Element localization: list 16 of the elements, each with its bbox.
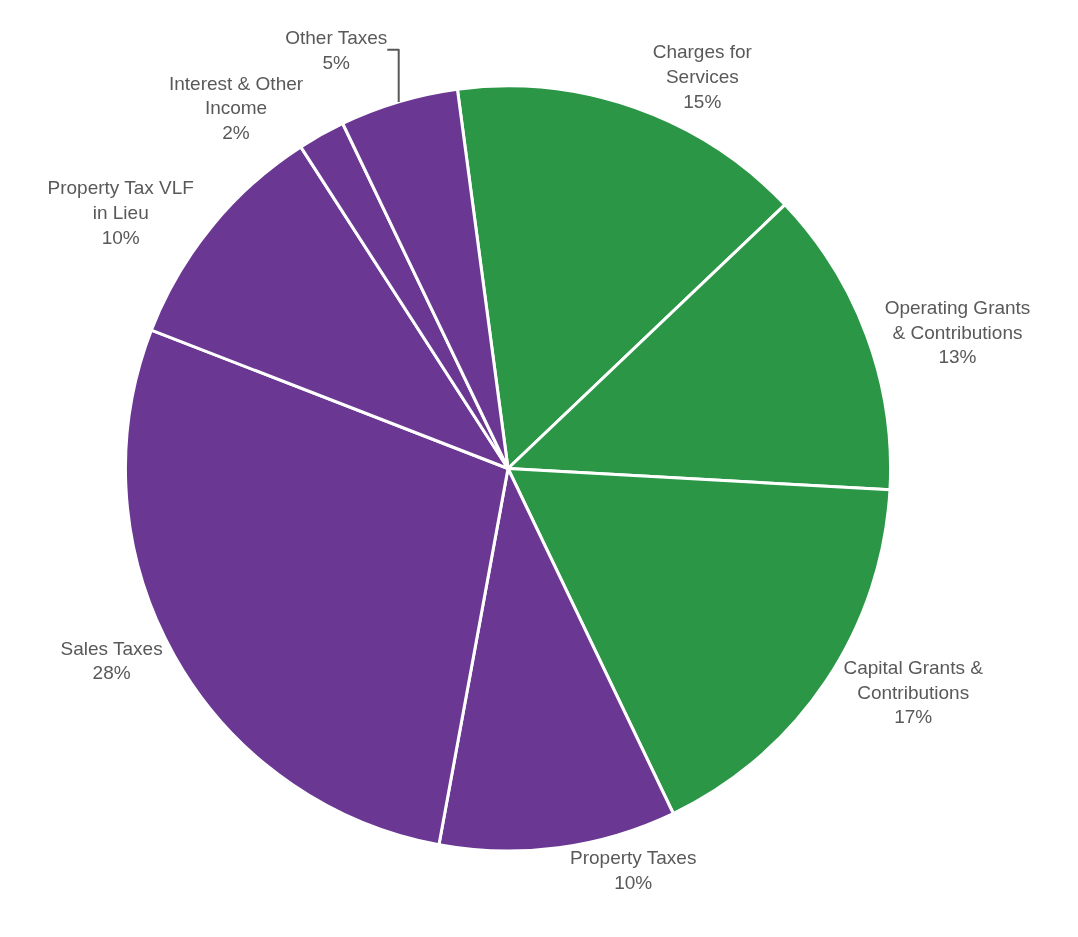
slice-label: Property Taxes [570,847,697,869]
slice-label: Capital Grants & Contributions [843,657,984,703]
data-label: 17% [894,706,933,728]
slice-label: Operating Grants & Contributions [884,297,1031,343]
data-label: 15% [683,90,722,112]
slice-label: Sales Taxes [60,637,163,659]
data-label: 28% [92,662,131,684]
slice-label: Other Taxes [285,26,388,48]
data-label: 2% [222,121,250,143]
slice-label: Interest & Other Income [168,72,304,119]
data-label: 5% [322,51,351,73]
data-label: 10% [614,872,653,893]
data-label: 13% [938,346,977,368]
slice-label: Charges for Services [652,41,753,87]
slice-label: Property Tax VLF in Lieu [47,177,194,224]
data-label: 10% [101,226,140,248]
